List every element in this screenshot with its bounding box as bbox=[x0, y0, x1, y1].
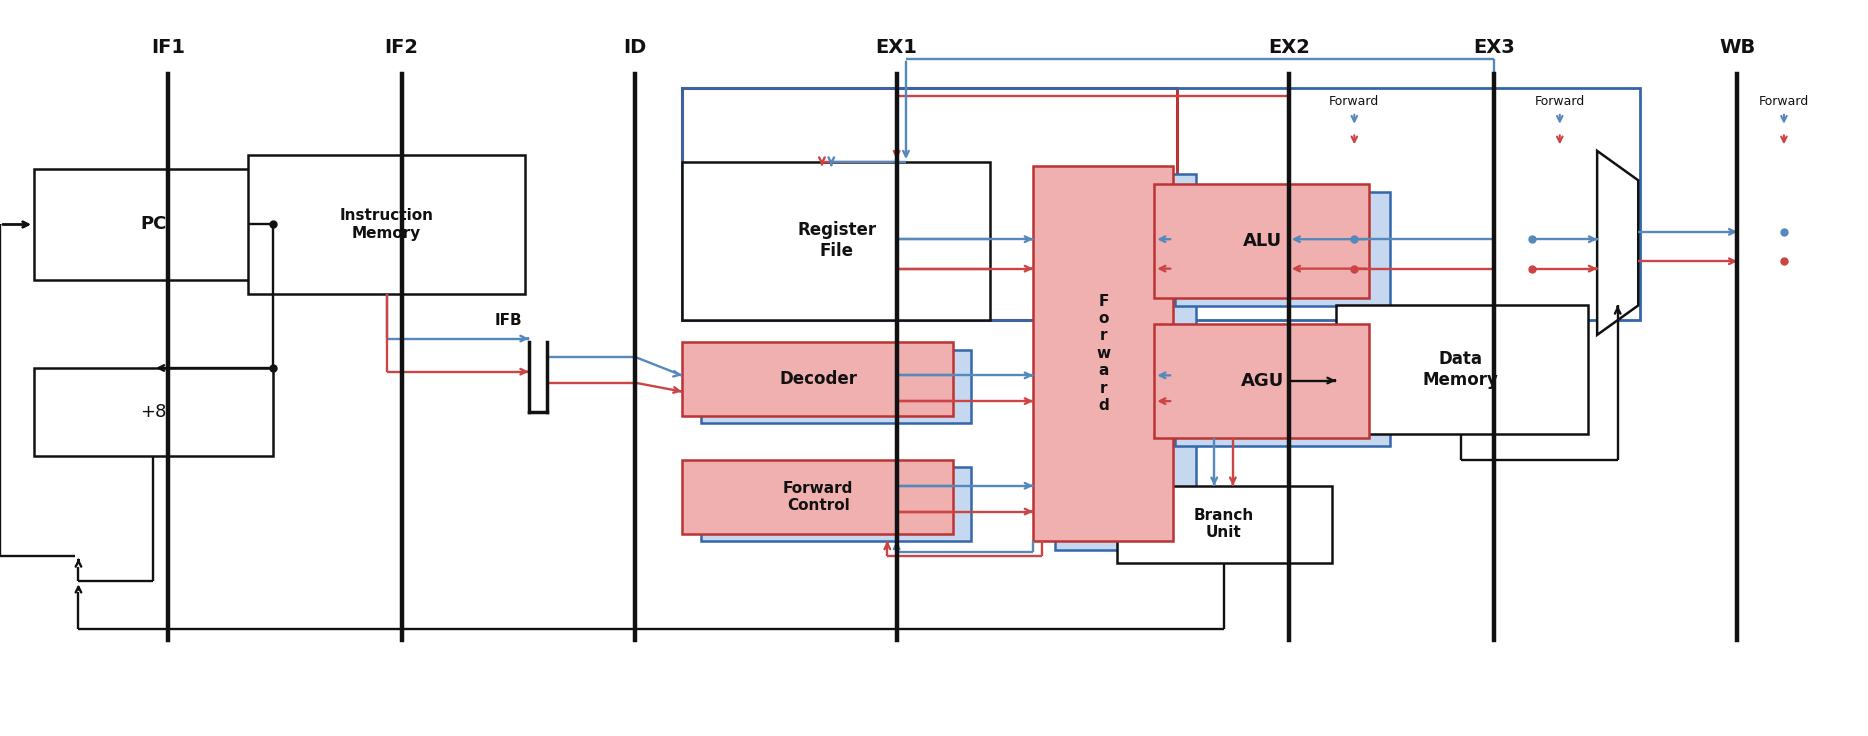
Polygon shape bbox=[1597, 151, 1638, 335]
Text: IF2: IF2 bbox=[385, 38, 418, 57]
Bar bbox=[1175, 332, 1390, 446]
Bar bbox=[1336, 305, 1588, 434]
Bar bbox=[682, 162, 990, 320]
Bar bbox=[1117, 486, 1332, 563]
Bar bbox=[1175, 192, 1390, 306]
Text: EX3: EX3 bbox=[1474, 38, 1515, 57]
Text: PC: PC bbox=[140, 216, 166, 233]
Bar bbox=[682, 460, 953, 534]
Bar bbox=[682, 88, 1640, 320]
Bar bbox=[1154, 324, 1369, 438]
Text: WB: WB bbox=[1719, 38, 1756, 57]
Text: ALU: ALU bbox=[1244, 232, 1281, 250]
Bar bbox=[1055, 174, 1196, 550]
Text: IFB: IFB bbox=[495, 313, 521, 328]
Bar bbox=[34, 169, 273, 280]
Bar bbox=[682, 342, 953, 416]
Text: EX2: EX2 bbox=[1268, 38, 1309, 57]
Bar bbox=[682, 88, 1177, 320]
Text: Branch
Unit: Branch Unit bbox=[1194, 508, 1253, 540]
Bar bbox=[34, 368, 273, 456]
Text: AGU: AGU bbox=[1240, 372, 1285, 389]
Text: Forward: Forward bbox=[1535, 95, 1584, 108]
Text: Forward
Control: Forward Control bbox=[783, 481, 854, 513]
Text: Decoder: Decoder bbox=[779, 370, 857, 388]
Text: +8: +8 bbox=[140, 403, 166, 421]
Bar bbox=[1154, 184, 1369, 298]
Text: F
o
r
w
a
r
d: F o r w a r d bbox=[1097, 294, 1111, 413]
Bar bbox=[1033, 166, 1173, 541]
Bar bbox=[700, 467, 971, 541]
Text: ID: ID bbox=[624, 38, 646, 57]
Text: Instruction
Memory: Instruction Memory bbox=[340, 208, 433, 241]
Text: Forward: Forward bbox=[1330, 95, 1379, 108]
Text: IF1: IF1 bbox=[151, 38, 185, 57]
Text: Forward: Forward bbox=[1760, 95, 1808, 108]
Text: Register
File: Register File bbox=[798, 222, 876, 260]
Bar bbox=[700, 350, 971, 423]
Text: EX1: EX1 bbox=[876, 38, 917, 57]
Bar bbox=[248, 155, 525, 294]
Text: Data
Memory: Data Memory bbox=[1423, 350, 1498, 389]
